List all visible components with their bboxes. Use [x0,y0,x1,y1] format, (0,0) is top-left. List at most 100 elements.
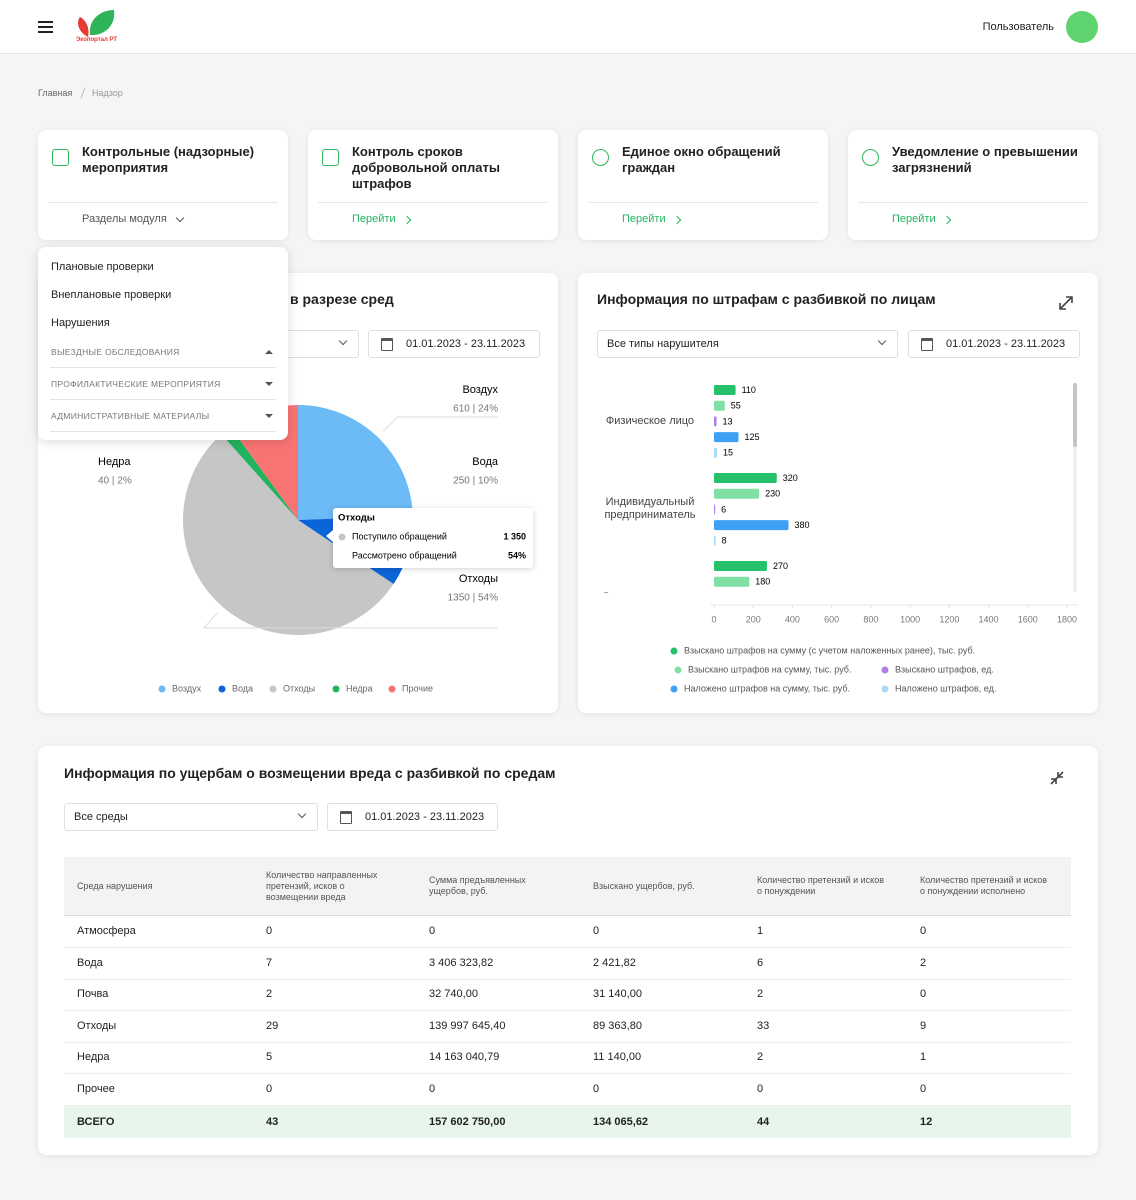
table-cell: 0 [266,1083,273,1095]
module-card: Уведомление о превышении загрязнений Пере… [848,130,1098,240]
menu-icon[interactable] [38,20,56,34]
legend-label: Отходы [283,683,315,693]
divider [858,202,1088,203]
x-tick-label: 200 [746,614,761,624]
category-label: Физическое лицо [605,414,695,427]
table-cell: 139 997 645,40 [429,1019,506,1032]
panel-title: в разрезе сред [290,291,394,307]
bar [714,535,716,546]
caret [265,350,273,354]
tooltip-box [333,508,533,568]
bar [714,400,725,411]
total-cell: ВСЕГО [77,1115,115,1128]
table-cell: 6 [757,956,764,969]
top-bar: Экопортал РТ Пользователь [0,0,1136,54]
table-cell: 0 [429,1083,436,1095]
category-label: Должностное лицо [592,591,708,593]
date-picker[interactable]: 01.01.2023 - 23.11.2023 [368,330,540,358]
bar-value: 230 [765,489,780,499]
card-link[interactable]: Разделы модуля [82,213,167,225]
pie-slice [221,426,298,520]
date-value: 01.01.2023 - 23.11.2023 [365,811,485,823]
menu-item[interactable]: Нарушения [51,317,110,329]
calendar-icon [381,338,393,351]
table-cell: 0 [920,988,927,1001]
x-tick-label: 1400 [979,614,999,624]
card-link[interactable]: Перейти [622,213,666,225]
divider [50,399,276,400]
legend-dot [269,685,277,693]
x-tick-label: 1600 [1018,614,1038,624]
select[interactable]: Все типы нарушителя [597,330,898,358]
bar-value: 8 [722,536,727,546]
bar-value: 15 [723,448,733,458]
date-picker[interactable]: 01.01.2023 - 23.11.2023 [908,330,1080,358]
menu-section[interactable]: ВЫЕЗДНЫЕ ОБСЛЕДОВАНИЯ [51,347,180,357]
table-cell: 0 [757,1083,764,1095]
legend-label: Взыскано штрафов на сумму (с учетом нало… [684,645,975,655]
bar [714,432,739,443]
breadcrumb: Надзор [92,88,123,98]
legend-label: Прочие [402,683,433,693]
menu-item[interactable]: Плановые проверки [51,261,154,273]
divider [50,367,276,368]
avatar[interactable] [1066,11,1098,43]
divider [48,202,278,203]
date-picker[interactable]: 01.01.2023 - 23.11.2023 [327,803,498,831]
caret [265,414,273,418]
category-labels: Физическое лицо Индивидуальный предприним… [592,380,708,593]
card-title: Уведомление о превышении загрязнений [892,144,1078,175]
slice-value: 1350 | 54% [448,593,499,604]
select-value: Все среды [74,811,128,823]
x-tick-label: 400 [785,614,800,624]
menu-item[interactable]: Внеплановые проверки [51,289,172,301]
user-name[interactable]: Пользователь [982,21,1054,33]
legend-label: Наложено штрафов на сумму, тыс. руб. [684,683,850,693]
legend-dot [881,685,889,693]
divider [318,202,548,203]
x-tick-label: 0 [711,614,716,624]
table-row: Отходы 29 139 997 645,40 89 363,80 33 9 [64,1011,1071,1043]
column-header: Количество претензий и исков о понуждени… [920,875,1047,896]
legend-label: Вода [232,683,253,693]
x-tick-label: 600 [824,614,839,624]
column-header: Взыскано ущербов, руб. [593,880,695,891]
bar [714,473,777,483]
total-cell: 157 602 750,00 [429,1115,506,1128]
slice-label: Отходы [459,573,498,585]
menu-section[interactable]: АДМИНИСТРАТИВНЫЕ МАТЕРИАЛЫ [51,411,210,421]
bar [714,447,717,458]
caret [265,382,273,386]
bar-value: 110 [742,385,756,395]
bar-value: 6 [721,504,726,514]
table-cell: 9 [920,1019,927,1032]
legend-dot [670,647,678,655]
legend-label: Недра [346,683,373,693]
module-card: Контрольные (надзорные) мероприятия Разде… [38,130,288,240]
panel-title: Информация по штрафам с разбивкой по лиц… [597,291,936,307]
leader-line [382,416,498,432]
expand-icon[interactable] [1058,295,1074,311]
table-cell: 0 [593,1083,600,1095]
logo-icon [78,10,115,37]
menu-section[interactable]: ПРОФИЛАКТИЧЕСКИЕ МЕРОПРИЯТИЯ [51,379,221,389]
module-card: Контроль сроков добровольной оплаты штра… [308,130,558,240]
collapse-icon[interactable] [1049,770,1065,786]
bar-value: 13 [723,416,733,426]
card-link[interactable]: Перейти [352,213,396,225]
table-cell: 3 406 323,82 [429,956,494,969]
legend-label: Взыскано штрафов на сумму, тыс. руб. [688,664,851,674]
table-cell: 5 [266,1051,273,1064]
tooltip-dot [338,533,346,541]
card-link[interactable]: Перейти [892,213,936,225]
table-cell: Отходы [77,1019,117,1032]
calendar-icon [921,338,933,351]
table-row: Атмосфера 0 0 0 1 0 [64,916,1071,948]
legend-label: Воздух [172,683,202,693]
card-title: Единое окно обращений граждан [622,144,781,175]
column-header: Количество направленных претензий, исков… [266,869,378,902]
breadcrumb[interactable]: Главная [38,88,73,98]
tooltip-title: Отходы [338,513,375,524]
select[interactable]: Все среды [64,803,318,831]
